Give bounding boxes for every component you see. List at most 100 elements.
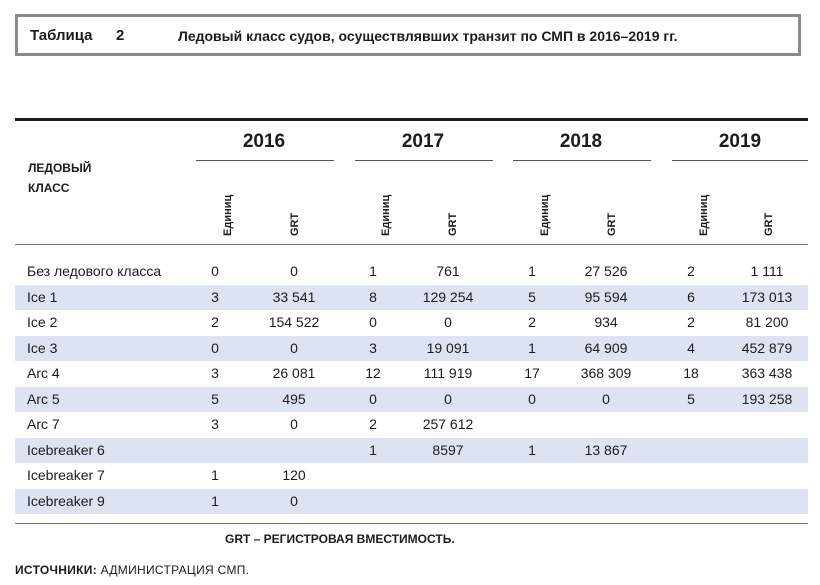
cell-grt-2019: 193 258: [741, 390, 793, 407]
row-label: Icebreaker 6: [27, 441, 105, 458]
units-header-2017: Единиц: [380, 194, 392, 236]
cell-grt-2018: 13 867: [584, 441, 628, 458]
ice-class-header-line1: Ледовый: [28, 161, 92, 175]
cell-grt-2019: 81 200: [745, 314, 789, 330]
cell-grt-2018: 0: [602, 390, 610, 407]
cell-units-2019: 6: [687, 288, 695, 305]
footnote: GRT – РЕГИСТРОВАЯ ВМЕСТИМОСТЬ.: [225, 532, 455, 546]
cell-units-2017: 12: [365, 365, 381, 381]
cell-units-2016: 2: [211, 314, 219, 330]
row-label: Arc 4: [27, 365, 60, 381]
cell-units-2017: 3: [369, 339, 377, 356]
table-row: Без ледового класса 0 0 1 761 1 27 526 2 1 111: [15, 259, 808, 285]
cell-grt-2018: 64 909: [584, 339, 628, 356]
cell-units-2019: 18: [683, 365, 699, 381]
table-title-number: 2: [116, 27, 125, 44]
cell-units-2016: 3: [211, 288, 219, 305]
cell-grt-2019: 1 111: [750, 263, 784, 279]
cell-units-2016: 3: [211, 416, 219, 432]
grt-header-2016: GRT: [289, 212, 301, 236]
table-row: Arc 4 3 26 081 12 111 919 17 368 309 18 363 438: [15, 361, 808, 387]
cell-units-2018: 1: [528, 263, 536, 279]
cell-units-2017: 0: [369, 314, 377, 330]
cell-grt-2017: 761: [436, 263, 460, 279]
cell-grt-2017: 8597: [432, 441, 464, 458]
ice-class-header: Ледовый класс: [28, 158, 91, 198]
cell-grt-2016: 0: [290, 416, 298, 432]
table-row: Icebreaker 9 1 0: [15, 488, 808, 514]
row-label: Icebreaker 7: [27, 467, 105, 483]
table-bottom-rule: [15, 523, 808, 524]
year-rule-2016: [196, 160, 334, 161]
cell-units-2019: 2: [687, 263, 695, 279]
cell-units-2018: 0: [528, 390, 536, 407]
units-header-2018: Единиц: [539, 194, 551, 236]
table-title-text: Ледовый класс судов, осуществлявших тран…: [178, 28, 678, 44]
cell-units-2016: 3: [211, 365, 219, 381]
cell-grt-2019: 363 438: [741, 365, 793, 381]
grt-header-2018: GRT: [606, 212, 618, 236]
year-rule-2019: [672, 160, 808, 161]
table-row: Arc 5 5 495 0 0 0 0 5 193 258: [15, 386, 808, 412]
year-header-2018: 2018: [559, 131, 603, 152]
cell-grt-2017: 0: [444, 314, 452, 330]
row-label: Icebreaker 9: [27, 492, 105, 509]
table-body: Без ледового класса 0 0 1 761 1 27 526 2 1 111 Ic…: [15, 259, 808, 514]
cell-grt-2019: 452 879: [741, 339, 793, 356]
table-row: Ice 2 2 154 522 0 0 2 934 2 81 200: [15, 310, 808, 336]
year-header-2017: 2017: [401, 131, 445, 152]
table-row: Ice 3 0 0 3 19 091 1 64 909 4 452 879: [15, 335, 808, 361]
table-row: Icebreaker 6 1 8597 1 13 867: [15, 437, 808, 463]
ice-class-header-line2: класс: [28, 181, 70, 195]
cell-units-2018: 1: [528, 441, 536, 458]
cell-units-2016: 0: [211, 339, 219, 356]
table-row: Arc 7 3 0 2 257 612: [15, 412, 808, 438]
cell-units-2016: 1: [211, 467, 219, 483]
cell-grt-2019: 173 013: [741, 288, 793, 305]
cell-grt-2016: 0: [290, 263, 298, 279]
cell-units-2016: 0: [211, 263, 219, 279]
cell-units-2018: 1: [528, 339, 536, 356]
cell-grt-2016: 495: [282, 390, 306, 407]
cell-grt-2016: 120: [282, 467, 306, 483]
row-label: Ice 1: [27, 288, 58, 305]
table-title-box: Таблица 2 Ледовый класс судов, осуществл…: [15, 14, 801, 56]
source-label: ИСТОЧНИКИ:: [15, 563, 98, 577]
grt-header-2019: GRT: [763, 212, 775, 236]
header-bottom-rule: [15, 244, 808, 245]
cell-units-2018: 2: [528, 314, 536, 330]
units-header-2016: Единиц: [222, 194, 234, 236]
year-header-2016: 2016: [242, 131, 286, 152]
cell-grt-2018: 368 309: [580, 365, 632, 381]
cell-grt-2017: 0: [444, 390, 452, 407]
cell-units-2017: 1: [369, 263, 377, 279]
cell-units-2019: 2: [687, 314, 695, 330]
row-label: Без ледового класса: [27, 263, 162, 279]
cell-grt-2016: 33 541: [272, 288, 316, 305]
cell-units-2019: 4: [687, 339, 695, 356]
source-text: АДМИНИСТРАЦИЯ СМП.: [97, 563, 250, 577]
cell-units-2017: 0: [369, 390, 377, 407]
grt-header-2017: GRT: [447, 212, 459, 236]
cell-grt-2016: 0: [290, 339, 298, 356]
table-title-label: Таблица: [30, 27, 93, 44]
cell-units-2017: 2: [369, 416, 377, 432]
cell-grt-2016: 26 081: [272, 365, 316, 381]
cell-grt-2018: 95 594: [584, 288, 628, 305]
cell-units-2016: 1: [211, 492, 219, 509]
row-label: Ice 3: [27, 339, 58, 356]
row-label: Arc 7: [27, 416, 60, 432]
row-label: Ice 2: [27, 314, 58, 330]
year-rule-2018: [513, 160, 651, 161]
cell-units-2019: 5: [687, 390, 695, 407]
cell-grt-2018: 934: [594, 314, 618, 330]
cell-units-2017: 1: [369, 441, 377, 458]
units-header-2019: Единиц: [698, 194, 710, 236]
cell-grt-2016: 154 522: [268, 314, 320, 330]
cell-grt-2016: 0: [290, 492, 298, 509]
cell-grt-2017: 19 091: [426, 339, 470, 356]
cell-grt-2017: 257 612: [422, 416, 474, 432]
year-rule-2017: [355, 160, 493, 161]
source-note: ИСТОЧНИКИ: АДМИНИСТРАЦИЯ СМП.: [15, 563, 249, 577]
cell-units-2018: 17: [524, 365, 540, 381]
